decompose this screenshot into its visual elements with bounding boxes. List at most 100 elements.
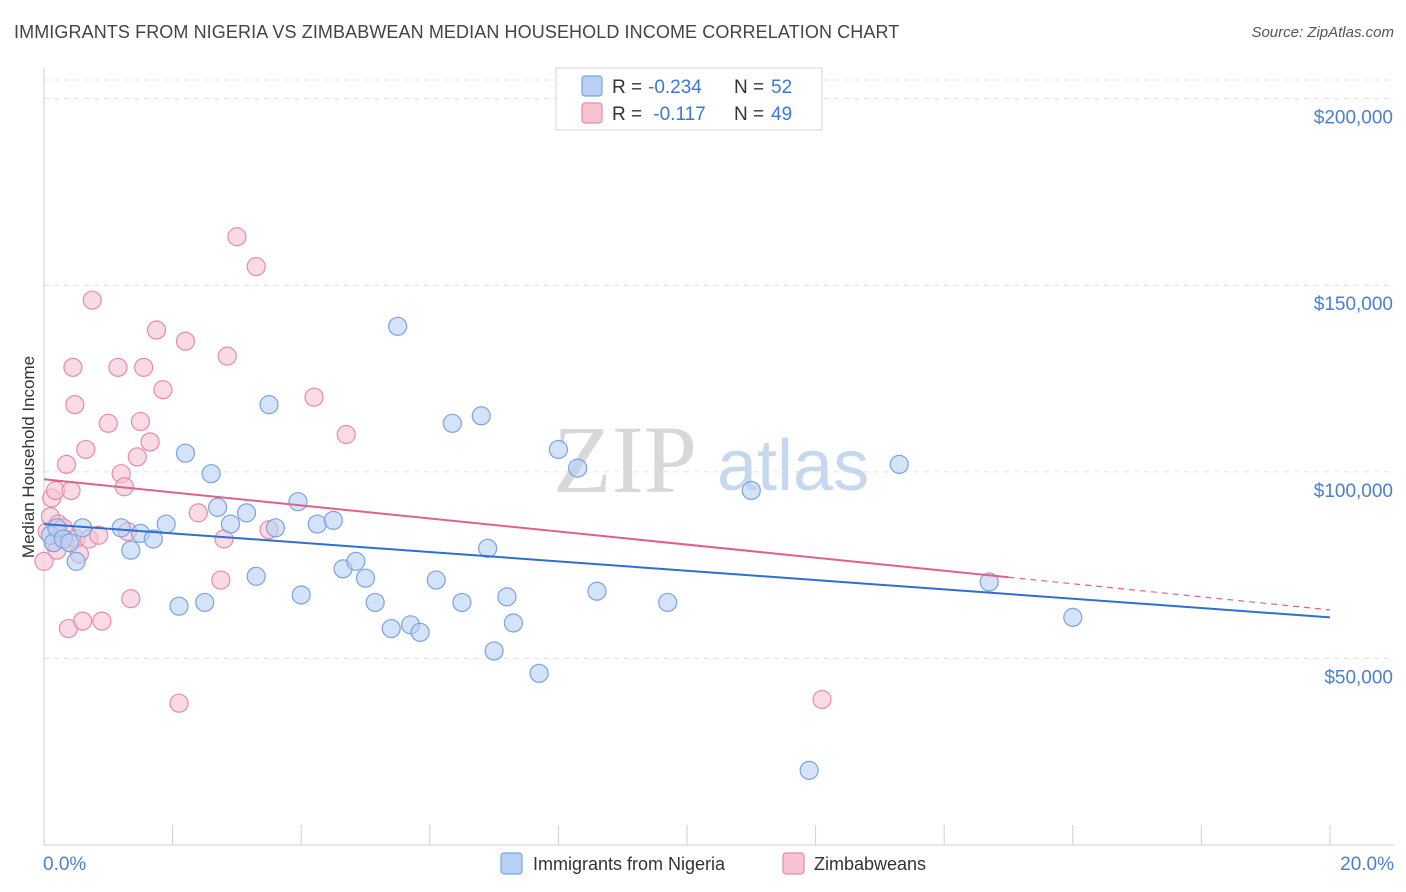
y-tick-labels: $50,000 $100,000 $150,000 $200,000 (1314, 108, 1393, 689)
watermark-atlas: atlas (717, 426, 869, 506)
series-legend: Immigrants from Nigeria Zimbabweans (500, 852, 926, 875)
bottom-legend-label-nigeria: Immigrants from Nigeria (533, 854, 726, 874)
point-nigeria (426, 570, 446, 590)
point-nigeria (529, 663, 549, 683)
point-nigeria (568, 458, 588, 478)
correlation-legend: R = -0.234 N = 52 R = -0.117 N = 49 (555, 67, 823, 131)
point-zimbabweans (175, 331, 196, 351)
point-nigeria (741, 480, 761, 501)
point-zimbabweans (108, 357, 128, 377)
y-tick-label: $50,000 (1324, 667, 1393, 688)
point-nigeria (478, 538, 498, 558)
legend-r-value-nigeria: -0.234 (648, 77, 702, 98)
point-zimbabweans (34, 551, 54, 571)
point-zimbabweans (82, 290, 102, 310)
point-zimbabweans (76, 439, 96, 460)
legend-r-label-zimbabweans: R = (612, 104, 642, 125)
x-tick-label-max: 20.0% (1340, 854, 1394, 875)
point-zimbabweans (153, 380, 173, 400)
point-zimbabweans (92, 611, 112, 631)
x-tick-label-min: 0.0% (43, 854, 86, 875)
point-nigeria (195, 592, 215, 613)
chart-source: Source: ZipAtlas.com (1251, 24, 1394, 41)
point-nigeria (323, 510, 343, 530)
legend-swatch-zimbabweans (581, 102, 603, 124)
point-nigeria (259, 395, 279, 415)
point-nigeria (442, 413, 462, 433)
point-nigeria (220, 514, 241, 534)
point-nigeria (169, 596, 189, 616)
legend-n-label-zimbabweans: N = (734, 104, 764, 125)
watermark: ZIP atlas (553, 406, 869, 513)
legend-n-label-nigeria: N = (734, 77, 764, 98)
point-nigeria (410, 622, 430, 642)
legend-n-value-zimbabweans: 49 (771, 104, 792, 125)
series-nigeria-points (40, 316, 1083, 780)
point-nigeria (471, 406, 491, 426)
point-nigeria (587, 581, 607, 601)
point-zimbabweans (336, 424, 356, 445)
point-nigeria (1063, 607, 1083, 627)
point-zimbabweans (188, 503, 208, 523)
gridlines (44, 79, 1394, 659)
series-zimbabweans-points (34, 227, 832, 713)
point-nigeria (548, 439, 569, 460)
point-zimbabweans (217, 346, 237, 366)
trend-line-zimbabweans (43, 478, 1009, 579)
point-nigeria (288, 492, 308, 512)
point-nigeria (503, 613, 523, 633)
point-zimbabweans (65, 395, 85, 415)
point-nigeria (66, 551, 86, 571)
point-zimbabweans (169, 693, 189, 713)
point-zimbabweans (130, 411, 151, 432)
point-nigeria (60, 533, 80, 553)
point-nigeria (381, 618, 401, 639)
point-nigeria (143, 529, 163, 549)
point-zimbabweans (98, 413, 118, 433)
point-nigeria (497, 587, 517, 607)
legend-swatch-nigeria (581, 75, 603, 97)
point-zimbabweans (134, 357, 154, 377)
point-nigeria (452, 592, 472, 613)
point-zimbabweans (89, 525, 109, 545)
legend-r-label-nigeria: R = (612, 77, 642, 98)
point-nigeria (889, 454, 909, 474)
point-zimbabweans (146, 320, 167, 340)
point-nigeria (979, 572, 999, 592)
point-nigeria (208, 497, 228, 517)
trend-lines (43, 478, 1331, 619)
point-zimbabweans (127, 447, 147, 467)
point-zimbabweans (63, 357, 83, 377)
y-axis-label: Median Household Income (19, 356, 38, 558)
trend-line-nigeria (43, 523, 1331, 619)
trend-line-extension-zimbabweans (1008, 576, 1331, 611)
point-zimbabweans (227, 227, 247, 247)
point-nigeria (484, 641, 504, 661)
bottom-legend-label-zimbabweans: Zimbabweans (814, 854, 926, 874)
point-nigeria (265, 518, 286, 538)
point-nigeria (201, 464, 221, 484)
point-zimbabweans (56, 454, 77, 474)
point-nigeria (388, 316, 408, 336)
point-zimbabweans (304, 387, 324, 407)
point-nigeria (799, 760, 819, 780)
chart-title: IMMIGRANTS FROM NIGERIA VS ZIMBABWEAN ME… (14, 22, 900, 42)
point-zimbabweans (812, 689, 832, 710)
point-nigeria (246, 566, 266, 586)
y-tick-label: $100,000 (1314, 481, 1393, 502)
point-nigeria (307, 514, 327, 534)
point-nigeria (365, 592, 385, 613)
point-nigeria (346, 551, 366, 571)
point-nigeria (658, 592, 678, 613)
point-nigeria (236, 503, 257, 523)
legend-n-value-nigeria: 52 (771, 77, 792, 98)
point-zimbabweans (72, 611, 93, 631)
axes (43, 68, 1394, 846)
bottom-legend-swatch-nigeria (500, 852, 523, 875)
legend-r-value-zimbabweans: -0.117 (648, 104, 706, 125)
point-zimbabweans (121, 589, 141, 609)
point-nigeria (175, 443, 196, 463)
x-ticks (43, 825, 1331, 845)
point-nigeria (291, 585, 311, 605)
